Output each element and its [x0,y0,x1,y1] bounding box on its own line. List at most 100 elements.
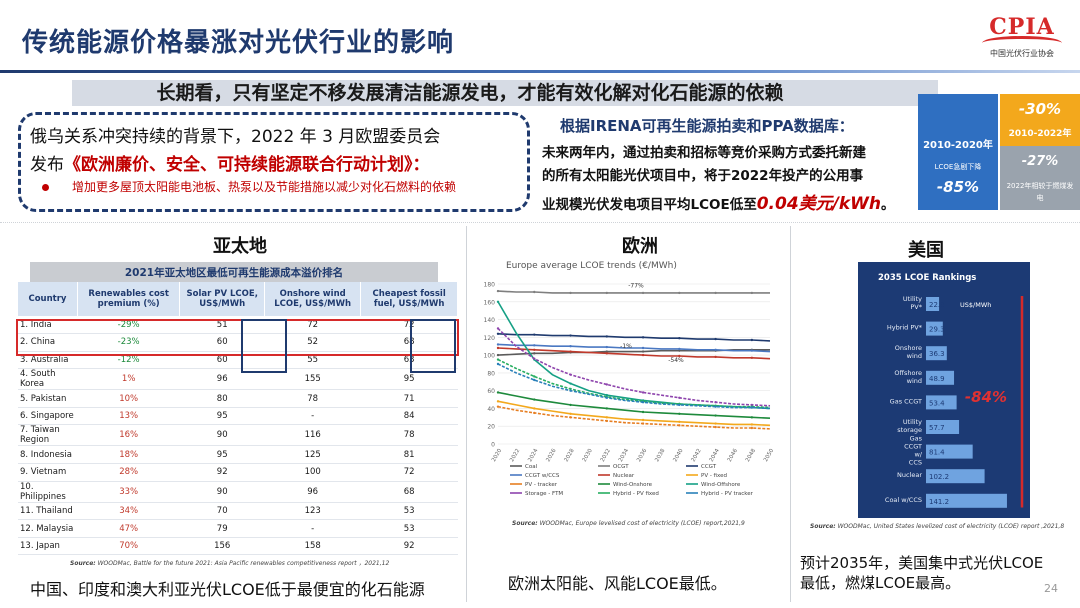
europe-data-point [569,387,572,391]
irena-line2: 的所有太阳能光伏项目中，将于2022年投产的公用事 [542,168,864,184]
col-premium-cell: 16% [77,424,180,447]
col-premium-cell: 1% [77,368,180,391]
us-bar-value: 57.7 [929,424,945,432]
europe-data-point [533,378,536,382]
col-onshore-header: Onshore wind LCOE, US$/MWh [264,282,362,316]
col-onshore-cell: - [264,407,361,426]
europe-data-point [496,332,500,335]
europe-data-point [533,348,536,351]
col-country-header: Country [18,282,78,316]
section-divider [0,222,1080,223]
europe-data-point [496,353,500,357]
europe-data-point [750,338,754,342]
stat-orange-panel: -30% 2010-2022年 [1000,94,1080,146]
europe-data-point [714,291,717,295]
europe-annotation: -1% [620,343,632,350]
europe-data-point [605,419,608,423]
usa-source-prefix: Source: [810,523,836,530]
us-bar-value: 48.9 [929,375,945,383]
europe-legend-label: Hybrid - PV fixed [613,491,659,497]
europe-data-point [569,382,572,385]
col-premium-cell: 34% [77,502,180,521]
europe-series-line [497,405,771,430]
europe-lcoe-chart: Europe average LCOE trends (€/MWh)020406… [484,261,776,497]
europe-x-tick-label: 2036 [636,448,648,464]
europe-data-point [496,405,500,408]
europe-source: Source: WOODMac, Europe levelised cost o… [512,520,745,527]
col-country-cell: 9. Vietnam [18,463,78,482]
us-bar-value: 141.2 [929,498,949,506]
europe-data-point [750,426,754,430]
table-row: 9. Vietnam 28% 92 100 72 [18,463,458,482]
us-category-label: Gas CCGT [890,397,922,405]
europe-data-point [605,345,608,349]
europe-legend-label: PV - fixed [701,473,727,479]
europe-data-point [496,400,500,403]
europe-data-point [605,416,608,419]
europe-data-point [750,356,754,359]
table-row: 12. Malaysia 47% 79-53 [18,519,458,538]
col-premium-header: Renewables cost premium (%) [77,282,181,316]
col-solar-cell: 156 [179,537,265,556]
col-solar-cell: 92 [179,463,265,482]
europe-legend-label: PV - tracker [525,482,558,488]
us-bar [926,469,985,484]
europe-data-point [641,418,645,422]
europe-data-point [678,291,681,295]
logo-arc-icon [982,36,1062,50]
europe-x-tick-label: 2040 [672,448,684,464]
us-category-label: wind [907,352,922,360]
us-category-label: Nuclear [897,471,922,479]
table-row: 2. China -23% 60 52 68 [18,333,458,352]
us-category-label: w/ [914,451,922,459]
apac-table-title: 2021年亚太地区最低可再生能源成本溢价排名 [124,267,344,279]
europe-data-point [641,391,645,394]
us-bar [926,395,957,410]
title-divider [0,70,1080,73]
europe-legend-label: Wind-Onshore [613,482,653,488]
europe-data-point [678,396,681,399]
highlight-blue-solar-col [241,319,287,373]
europe-data-point [569,373,572,376]
apac-table-body: 1. India -29% 51 72 72 2. China -23% 60 52 68 3. A… [18,316,458,556]
europe-data-point [533,411,536,415]
europe-series-line [497,400,771,427]
col-solar-cell: 95 [179,407,265,426]
column-divider-2 [790,226,791,602]
europe-x-tick-label: 2046 [727,448,739,464]
europe-series-line [497,343,771,353]
europe-y-tick-label: 180 [484,282,496,289]
callout-line2: 发布《欧洲廉价、安全、可持续能源联合行动计划》： [30,150,430,175]
us-bar-value: 22.8 [929,301,945,309]
europe-data-point [750,423,754,426]
us-category-label: CCS [909,459,922,467]
apac-source-prefix: Source: [70,560,96,567]
col-fossil-cell: 68 [360,481,458,503]
stat-blue-period: 2010-2020年 [923,140,993,151]
apac-source-text: WOODMac, Battle for the future 2021: Asi… [95,560,390,567]
us-bar [926,297,940,311]
col-solar-cell: 95 [179,445,265,465]
us-bar-value: 53.4 [929,399,945,407]
col-premium-cell: 18% [77,445,180,465]
col-fossil-cell: 68 [360,333,458,352]
col-solar-header: Solar PV LCOE, US$/MWh [179,282,266,316]
col-country-cell: 11. Thailand [18,502,78,521]
table-row: 13. Japan 70% 156 158 92 [18,537,458,556]
europe-legend-label: Coal [525,464,538,470]
europe-x-tick-label: 2030 [582,448,594,464]
europe-data-point [678,403,681,407]
europe-data-point [569,416,572,419]
europe-data-point [714,425,717,429]
europe-data-point [641,346,645,350]
col-country-cell: 13. Japan [18,537,78,556]
europe-y-tick-label: 60 [487,388,495,395]
europe-data-point [569,350,572,353]
europe-data-point [533,407,536,410]
europe-x-tick-label: 2048 [745,448,757,464]
europe-y-tick-label: 80 [487,370,495,377]
irena-line1: 未来两年内，通过拍卖和招标等竞价采购方式委托新建 [542,145,866,161]
us-bar-value: 102.2 [929,473,949,481]
col-fossil-cell: 72 [360,463,458,482]
europe-data-point [714,355,717,359]
